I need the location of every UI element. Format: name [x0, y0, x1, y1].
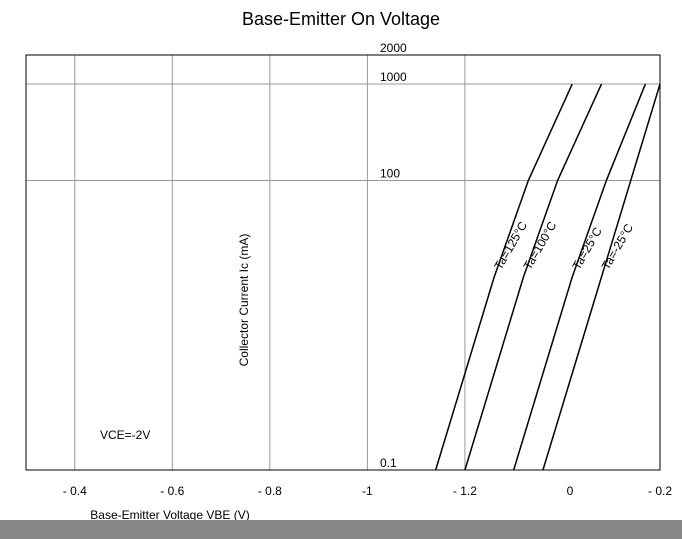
- chart-title: Base-Emitter On Voltage: [242, 9, 440, 29]
- y-tick-label: 2000: [380, 41, 407, 55]
- x-axis-label: Base-Emitter Voltage VBE (V): [90, 508, 249, 522]
- y-tick-label: 100: [380, 167, 400, 181]
- y-tick-label: 1000: [380, 70, 407, 84]
- x-tick-label: - 1.2: [453, 484, 477, 498]
- annotation: 0: [567, 484, 574, 498]
- y-axis-label: Collector Current Ic (mA): [237, 234, 251, 367]
- x-tick-label: -1: [362, 484, 373, 498]
- annotation: VCE=-2V: [100, 428, 150, 442]
- data-line: [512, 83, 647, 471]
- plot-frame: [25, 54, 661, 471]
- x-tick-label: - 0.6: [160, 484, 184, 498]
- annotation: - 0.2: [648, 484, 672, 498]
- x-tick-label: - 0.8: [258, 484, 282, 498]
- data-line: [464, 83, 603, 471]
- data-line: [542, 83, 661, 471]
- x-tick-label: - 0.4: [63, 484, 87, 498]
- footer-bar: [0, 520, 682, 539]
- y-tick-label: 0.1: [380, 456, 397, 470]
- data-line: [434, 83, 573, 471]
